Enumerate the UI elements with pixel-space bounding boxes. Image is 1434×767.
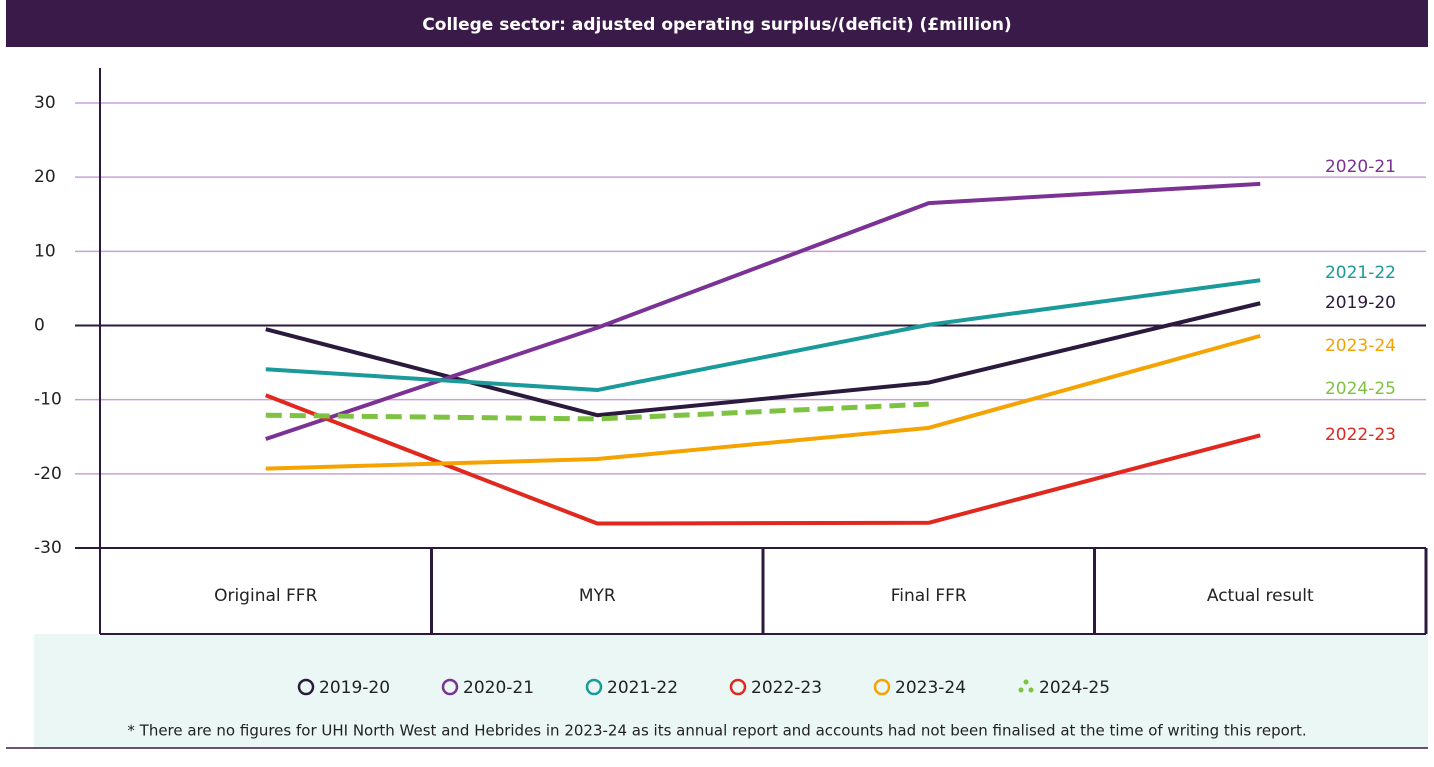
series-end-label: 2022-23 [1325, 425, 1396, 445]
legend-label: 2021-22 [607, 678, 678, 698]
y-tick-label: 20 [34, 167, 56, 187]
y-tick-label: 30 [34, 93, 56, 113]
legend-label: 2024-25 [1039, 678, 1110, 698]
series-end-label: 2024-25 [1325, 379, 1396, 399]
x-tick-label: MYR [579, 586, 616, 606]
x-tick-label: Original FFR [214, 586, 317, 606]
series-line [265, 181, 1261, 441]
series-end-label: 2023-24 [1325, 336, 1396, 356]
legend-marker [585, 678, 603, 696]
x-tick-label: Actual result [1207, 586, 1314, 606]
legend-label: 2022-23 [751, 678, 822, 698]
y-tick-label: 0 [34, 316, 45, 336]
legend-marker [297, 678, 315, 696]
series-line [265, 393, 1261, 526]
y-tick-label: -20 [34, 464, 62, 484]
legend-label: 2019-20 [319, 678, 390, 698]
series-line [265, 401, 929, 422]
legend-marker [873, 678, 891, 696]
series-line [265, 333, 1261, 471]
footnote: * There are no figures for UHI North Wes… [127, 722, 1306, 740]
y-tick-label: 10 [34, 241, 56, 261]
y-tick-label: -10 [34, 390, 62, 410]
title-bar [6, 0, 1428, 47]
series-end-label: 2020-21 [1325, 157, 1396, 177]
y-tick-label: -30 [34, 538, 62, 558]
legend-marker [1023, 679, 1029, 685]
chart-title: College sector: adjusted operating surpl… [422, 15, 1011, 35]
series-line [265, 301, 1261, 418]
legend-label: 2023-24 [895, 678, 966, 698]
legend-label: 2020-21 [463, 678, 534, 698]
legend-marker [729, 678, 747, 696]
series-end-label: 2019-20 [1325, 293, 1396, 313]
x-tick-label: Final FFR [891, 586, 967, 606]
legend-marker [441, 678, 459, 696]
legend-marker [1028, 687, 1034, 693]
series-end-label: 2021-22 [1325, 263, 1396, 283]
series-line [265, 278, 1261, 393]
legend-marker [1018, 687, 1024, 693]
